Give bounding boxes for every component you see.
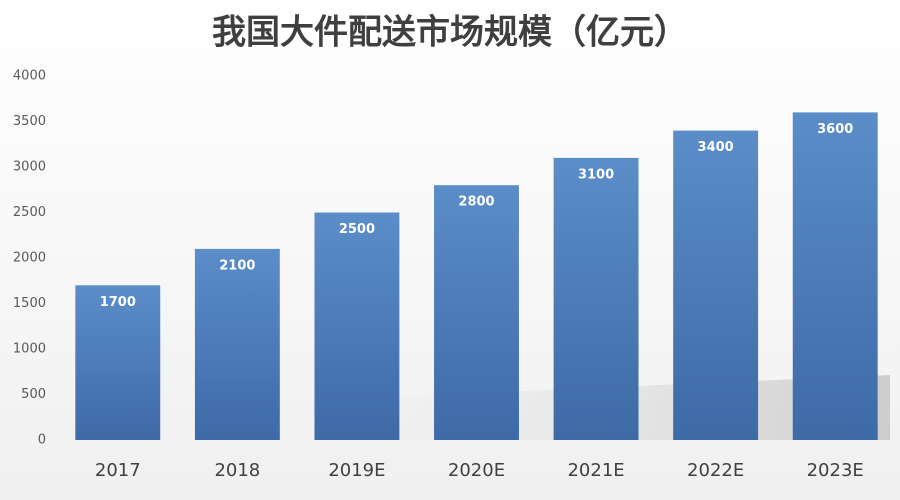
value-label: 1700 [100,295,136,310]
x-tick-label: 2019E [328,460,385,481]
y-tick-label: 3000 [13,160,46,175]
bar [75,285,161,440]
y-tick-label: 0 [38,433,46,448]
value-label: 3100 [578,167,614,182]
x-tick-label: 2023E [807,460,864,481]
value-label: 2100 [219,258,255,273]
value-label: 3400 [698,140,734,155]
y-tick-label: 1500 [13,296,46,311]
y-tick-label: 4000 [13,69,46,84]
chart-title: 我国大件配送市场规模（亿元） [212,13,688,53]
bar [314,212,400,440]
x-tick-label: 2018 [214,460,260,481]
bar [194,248,280,440]
x-tick-label: 2022E [687,460,744,481]
y-tick-label: 3500 [13,114,46,129]
y-tick-label: 2500 [13,205,46,220]
x-tick-label: 2021E [567,460,624,481]
bar [553,157,639,440]
value-label: 2500 [339,222,375,237]
value-label: 2800 [458,195,494,210]
x-tick-label: 2017 [95,460,141,481]
y-tick-label: 1000 [13,342,46,357]
value-label: 3600 [817,122,853,137]
y-tick-label: 2000 [13,251,46,266]
x-tick-label: 2020E [448,460,505,481]
y-tick-label: 500 [21,387,46,402]
bar [673,130,759,440]
bar [792,112,878,441]
bar [434,185,519,440]
